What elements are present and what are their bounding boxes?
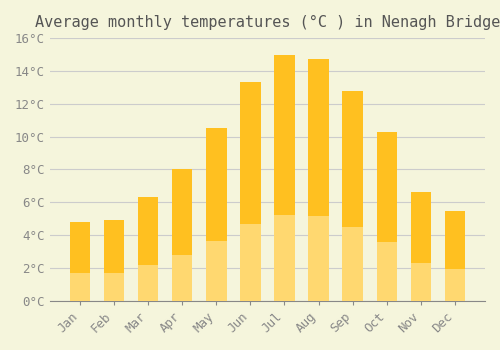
Bar bbox=[206, 128, 227, 301]
Bar bbox=[410, 263, 431, 301]
Bar bbox=[138, 265, 158, 301]
Bar bbox=[104, 220, 124, 301]
Bar bbox=[240, 224, 260, 301]
Bar bbox=[308, 216, 329, 301]
Bar bbox=[138, 197, 158, 301]
Bar bbox=[70, 273, 90, 301]
Bar bbox=[70, 222, 90, 301]
Bar bbox=[308, 60, 329, 301]
Bar bbox=[376, 241, 397, 301]
Bar bbox=[342, 227, 363, 301]
Bar bbox=[410, 193, 431, 301]
Bar bbox=[240, 83, 260, 301]
Bar bbox=[342, 91, 363, 301]
Bar bbox=[445, 269, 465, 301]
Bar bbox=[274, 215, 294, 301]
Bar bbox=[104, 273, 124, 301]
Bar bbox=[206, 240, 227, 301]
Bar bbox=[172, 255, 193, 301]
Bar bbox=[172, 169, 193, 301]
Title: Average monthly temperatures (°C ) in Nenagh Bridge: Average monthly temperatures (°C ) in Ne… bbox=[34, 15, 500, 30]
Bar bbox=[376, 132, 397, 301]
Bar bbox=[445, 211, 465, 301]
Bar bbox=[274, 55, 294, 301]
